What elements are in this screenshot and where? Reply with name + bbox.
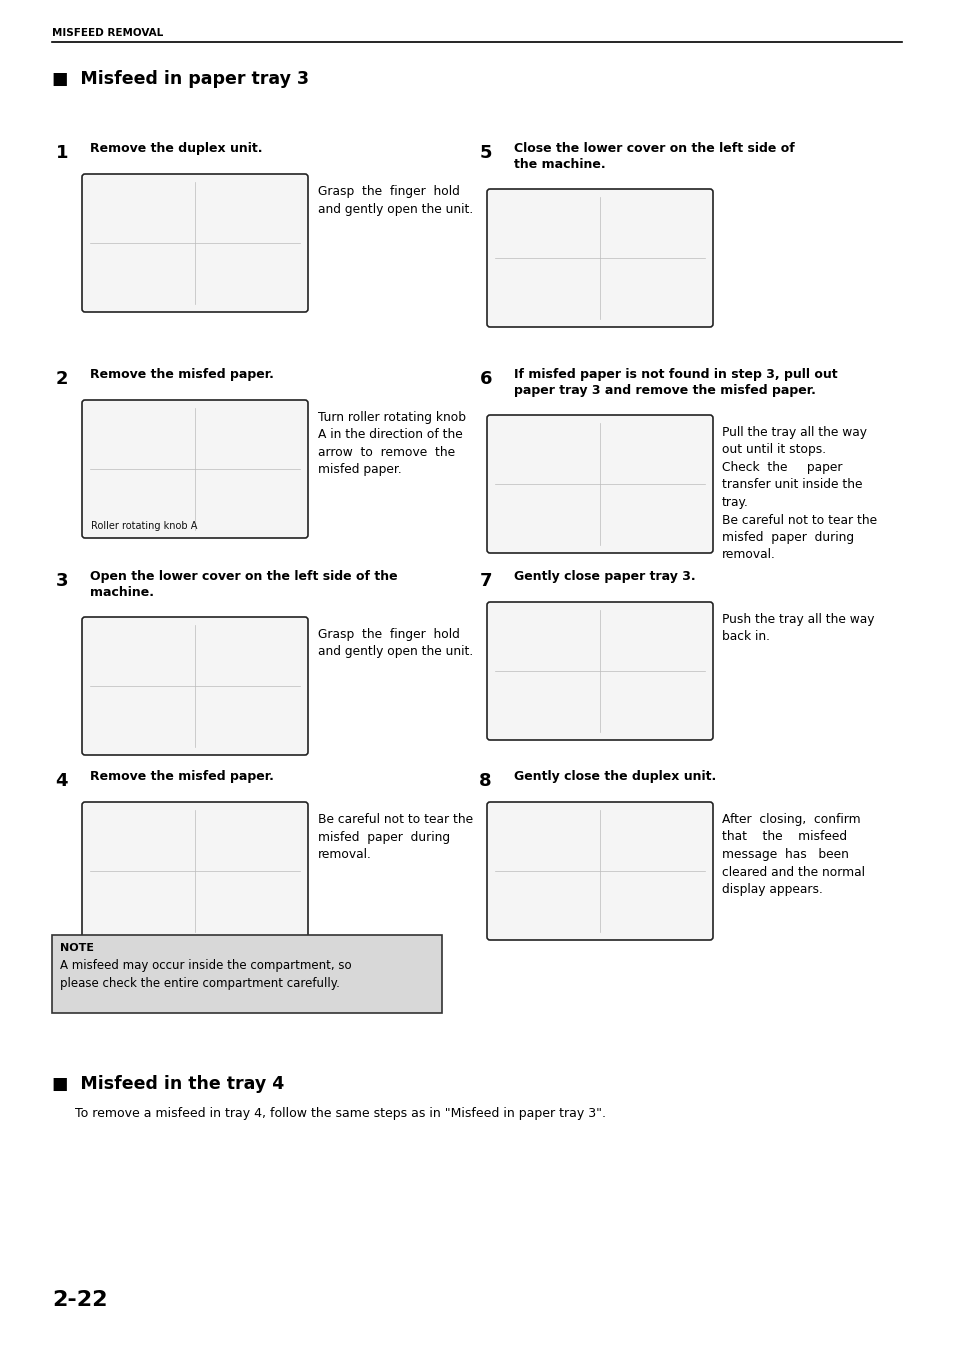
Text: After  closing,  confirm
that    the    misfeed
message  has   been
cleared and : After closing, confirm that the misfeed … (721, 813, 864, 896)
FancyBboxPatch shape (82, 802, 308, 940)
Text: NOTE: NOTE (60, 943, 94, 952)
FancyBboxPatch shape (82, 617, 308, 755)
Text: Pull the tray all the way
out until it stops.
Check  the     paper
transfer unit: Pull the tray all the way out until it s… (721, 426, 876, 562)
Text: 1: 1 (55, 145, 68, 162)
Text: 4: 4 (55, 771, 68, 790)
Text: MISFEED REMOVAL: MISFEED REMOVAL (52, 28, 163, 38)
Text: To remove a misfeed in tray 4, follow the same steps as in "Misfeed in paper tra: To remove a misfeed in tray 4, follow th… (75, 1106, 605, 1120)
Text: 3: 3 (55, 571, 68, 590)
Text: Remove the misfed paper.: Remove the misfed paper. (90, 770, 274, 784)
FancyBboxPatch shape (82, 174, 308, 312)
Text: Gently close paper tray 3.: Gently close paper tray 3. (514, 570, 695, 584)
Text: Roller rotating knob A: Roller rotating knob A (91, 521, 197, 531)
Text: Gently close the duplex unit.: Gently close the duplex unit. (514, 770, 716, 784)
Text: 2-22: 2-22 (52, 1290, 108, 1310)
FancyBboxPatch shape (486, 802, 712, 940)
Text: 6: 6 (479, 370, 492, 388)
Text: Remove the duplex unit.: Remove the duplex unit. (90, 142, 262, 155)
FancyBboxPatch shape (82, 400, 308, 538)
Text: 5: 5 (479, 145, 492, 162)
Text: Turn roller rotating knob
A in the direction of the
arrow  to  remove  the
misfe: Turn roller rotating knob A in the direc… (317, 411, 465, 477)
Text: Push the tray all the way
back in.: Push the tray all the way back in. (721, 613, 874, 643)
Text: ■  Misfeed in paper tray 3: ■ Misfeed in paper tray 3 (52, 70, 309, 88)
Text: Be careful not to tear the
misfed  paper  during
removal.: Be careful not to tear the misfed paper … (317, 813, 473, 861)
Text: 2: 2 (55, 370, 68, 388)
Text: If misfed paper is not found in step 3, pull out
paper tray 3 and remove the mis: If misfed paper is not found in step 3, … (514, 367, 837, 397)
Text: 8: 8 (478, 771, 492, 790)
FancyBboxPatch shape (486, 415, 712, 553)
Text: A misfeed may occur inside the compartment, so
please check the entire compartme: A misfeed may occur inside the compartme… (60, 959, 352, 990)
Bar (52, 935, 441, 1013)
Text: 7: 7 (479, 571, 492, 590)
Text: ■  Misfeed in the tray 4: ■ Misfeed in the tray 4 (52, 1075, 284, 1093)
Text: Remove the misfed paper.: Remove the misfed paper. (90, 367, 274, 381)
Text: Grasp  the  finger  hold
and gently open the unit.: Grasp the finger hold and gently open th… (317, 185, 473, 216)
Text: Grasp  the  finger  hold
and gently open the unit.: Grasp the finger hold and gently open th… (317, 628, 473, 658)
FancyBboxPatch shape (486, 603, 712, 740)
Text: Open the lower cover on the left side of the
machine.: Open the lower cover on the left side of… (90, 570, 397, 598)
FancyBboxPatch shape (486, 189, 712, 327)
Text: Close the lower cover on the left side of
the machine.: Close the lower cover on the left side o… (514, 142, 794, 172)
